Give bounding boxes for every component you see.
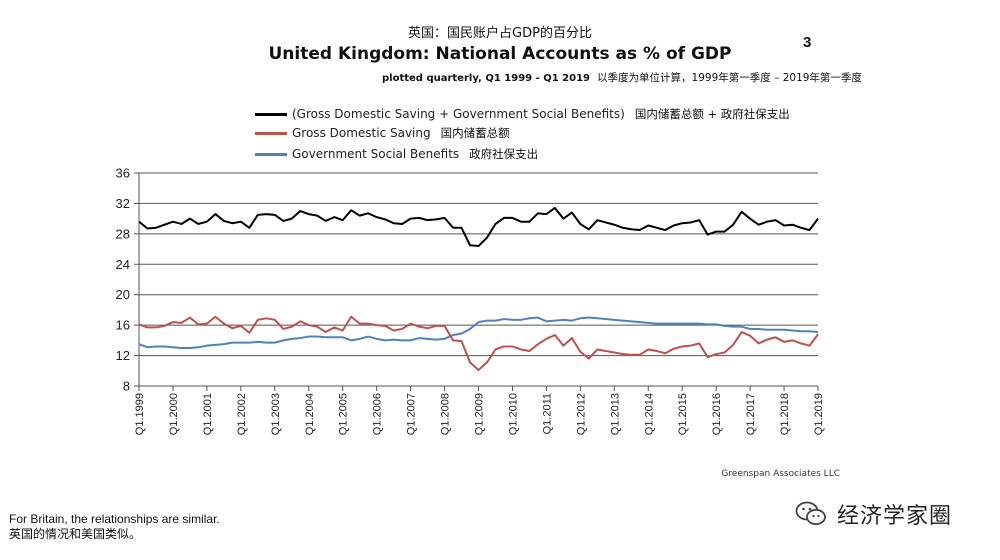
legend-swatch-saving	[255, 131, 287, 135]
x-tick-label: Q1.2015	[677, 393, 689, 435]
chart-subtitle: plotted quarterly, Q1 1999 - Q1 2019 以季度…	[382, 70, 862, 85]
x-tick-label: Q1.2002	[236, 393, 248, 435]
x-tick-label: Q1.2006	[372, 393, 384, 435]
x-axis-ticks: Q1.1999 Q1.2000 Q1.2001 Q1.2002 Q1.2003 Q1.20…	[134, 386, 825, 435]
y-axis-ticks: 8 12 16 20 24 28 32 36	[116, 166, 139, 394]
legend-label-total: (Gross Domestic Saving + Government Soci…	[292, 107, 625, 121]
chart-gridlines	[139, 172, 818, 387]
y-tick-label: 36	[116, 166, 130, 181]
x-tick-label: Q1.1999	[134, 393, 146, 435]
legend-label-saving: Gross Domestic Saving	[292, 126, 431, 140]
x-tick-label: Q1.2009	[474, 393, 486, 435]
x-tick-label: Q1.2011	[541, 393, 553, 434]
x-tick-label: Q1.2008	[440, 393, 452, 435]
x-tick-label: Q1.2007	[406, 393, 418, 435]
slide-number: 3	[803, 34, 812, 51]
x-tick-label: Q1.2000	[168, 393, 180, 435]
y-tick-label: 12	[116, 348, 130, 363]
footer-note: For Britain, the relationships are simil…	[9, 512, 220, 542]
x-tick-label: Q1.2016	[711, 393, 723, 435]
chart-title-cn: 英国：国民账户占GDP的百分比	[408, 26, 592, 41]
x-tick-label: Q1.2017	[745, 393, 757, 435]
x-tick-label: Q1.2013	[609, 393, 621, 435]
legend-entry-total: (Gross Domestic Saving + Government Soci…	[255, 105, 790, 123]
chart-subtitle-en: plotted quarterly, Q1 1999 - Q1 2019	[382, 73, 590, 84]
y-tick-label: 24	[116, 257, 130, 272]
x-tick-label: Q1.2003	[270, 393, 282, 435]
x-tick-label: Q1.2010	[507, 393, 519, 435]
chart-subtitle-cn: 以季度为单位计算，1999年第一季度 – 2019年第一季度	[597, 72, 862, 84]
y-tick-label: 32	[116, 196, 130, 211]
legend-entry-saving: Gross Domestic Saving 国内储蓄总额	[255, 124, 510, 142]
series-line-2	[138, 316, 819, 349]
x-tick-label: Q1.2018	[779, 393, 791, 435]
wechat-icon	[795, 501, 826, 526]
legend-entry-benefits: Government Social Benefits 政府社保支出	[255, 145, 538, 163]
legend-label-benefits-cn: 政府社保支出	[469, 147, 539, 161]
chart-title: United Kingdom: National Accounts as % o…	[268, 44, 732, 64]
series-line-0	[138, 206, 819, 248]
footer-text-en: For Britain, the relationships are simil…	[9, 512, 220, 526]
y-tick-label: 8	[123, 379, 130, 394]
legend-label-total-cn: 国内储蓄总额 + 政府社保支出	[634, 107, 790, 121]
x-tick-label: Q1.2012	[575, 393, 587, 435]
y-tick-label: 16	[116, 318, 130, 333]
series-line-1	[138, 315, 819, 372]
y-tick-label: 20	[116, 287, 130, 302]
chart-source: Greenspan Associates LLC	[721, 469, 840, 479]
x-tick-label: Q1.2004	[304, 393, 316, 435]
footer-text-cn: 英国的情况和美国类似。	[9, 527, 142, 541]
x-tick-label: Q1.2005	[338, 393, 350, 435]
legend-swatch-benefits	[255, 152, 287, 156]
y-tick-label: 28	[116, 226, 130, 241]
brand-name: 经济学家圈	[837, 504, 953, 529]
legend-label-saving-cn: 国内储蓄总额	[440, 126, 510, 140]
legend-label-benefits: Government Social Benefits	[292, 147, 460, 161]
x-tick-label: Q1.2014	[643, 393, 655, 435]
brand-watermark: 经济学家圈	[795, 498, 952, 530]
x-tick-label: Q1.2001	[202, 393, 214, 435]
x-tick-label: Q1.2019	[813, 393, 825, 435]
legend-swatch-total	[255, 112, 287, 116]
chart-series-lines	[138, 206, 819, 372]
